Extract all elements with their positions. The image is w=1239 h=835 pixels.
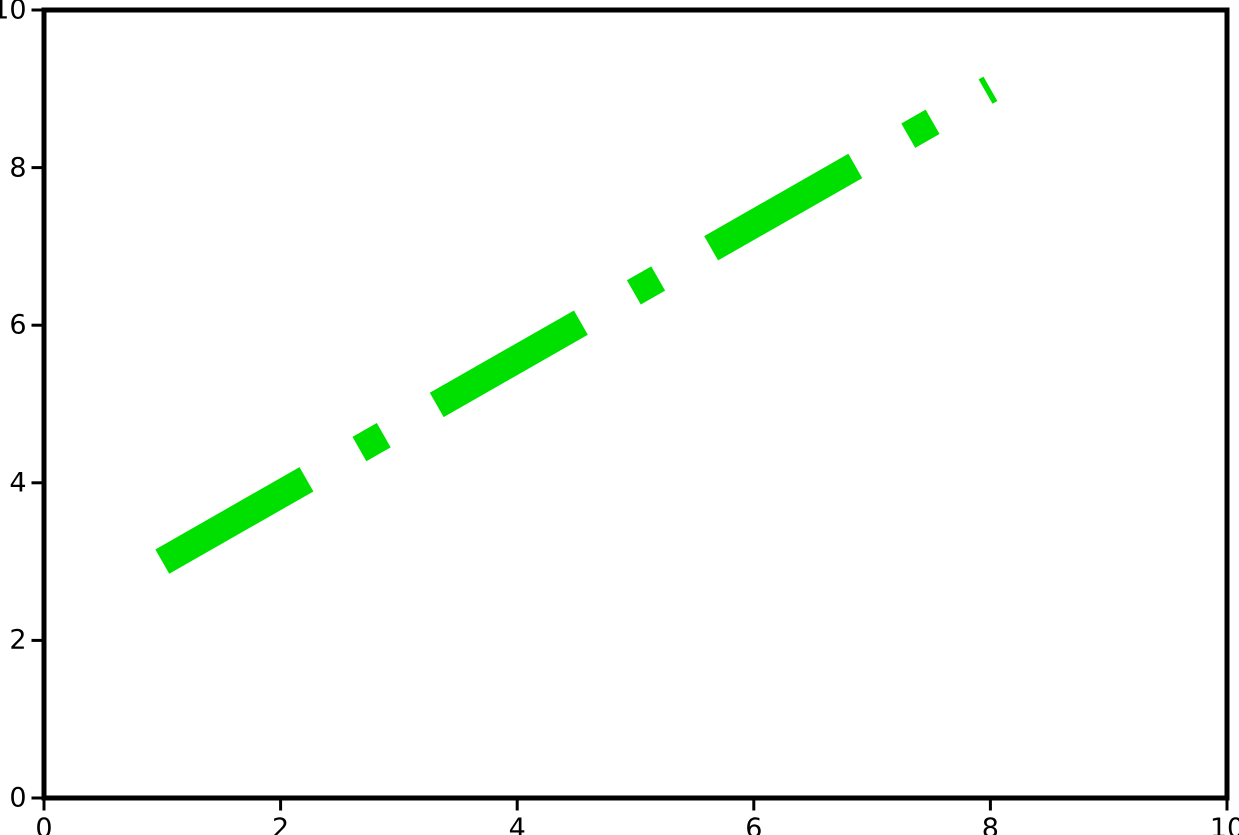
axes-frame (41, 7, 1230, 801)
x-tick-label-0: 0 (35, 812, 53, 835)
y-tick-label-2: 2 (9, 624, 27, 656)
axis-spines (41, 7, 1230, 801)
x-tick-label-6: 6 (745, 812, 763, 835)
y-tick-label-8: 8 (9, 152, 27, 184)
y-tick-label-6: 6 (9, 309, 27, 341)
x-axis-ticks (42, 800, 1229, 811)
x-tick-label-8: 8 (981, 812, 999, 835)
x-tick-label-2: 2 (272, 812, 290, 835)
y-tick-label-4: 4 (9, 467, 27, 499)
y-tick-label-10: 10 (0, 0, 27, 26)
series-line-green-dashdot-line (155, 76, 998, 574)
x-tick-label-4: 4 (508, 812, 526, 835)
data-series-group (155, 76, 998, 574)
y-tick-label-0: 0 (9, 782, 27, 814)
y-axis-ticks (31, 8, 42, 800)
x-tick-label-10: 10 (1209, 812, 1239, 835)
